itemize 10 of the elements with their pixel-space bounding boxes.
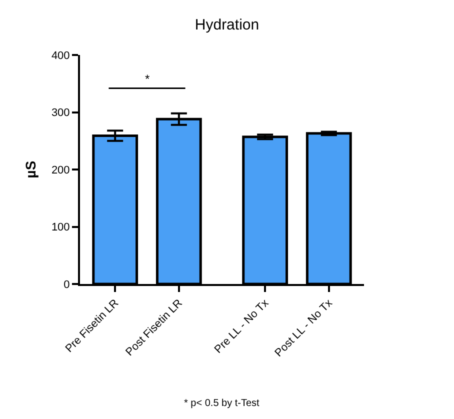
x-tick-label: Pre LL - No Tx — [212, 296, 272, 356]
chart-title: Hydration — [194, 16, 260, 34]
y-tick-label: 100 — [51, 222, 70, 234]
annotation: * — [145, 72, 150, 86]
y-tick-label: 400 — [51, 50, 70, 62]
text: * p< 0.5 by t-Test — [184, 398, 260, 409]
y-tick-label: 200 — [51, 164, 70, 176]
y-axis-title: µS — [22, 160, 39, 178]
y-tick-label: 300 — [51, 107, 70, 120]
y-tick-label: 0 — [64, 278, 70, 291]
